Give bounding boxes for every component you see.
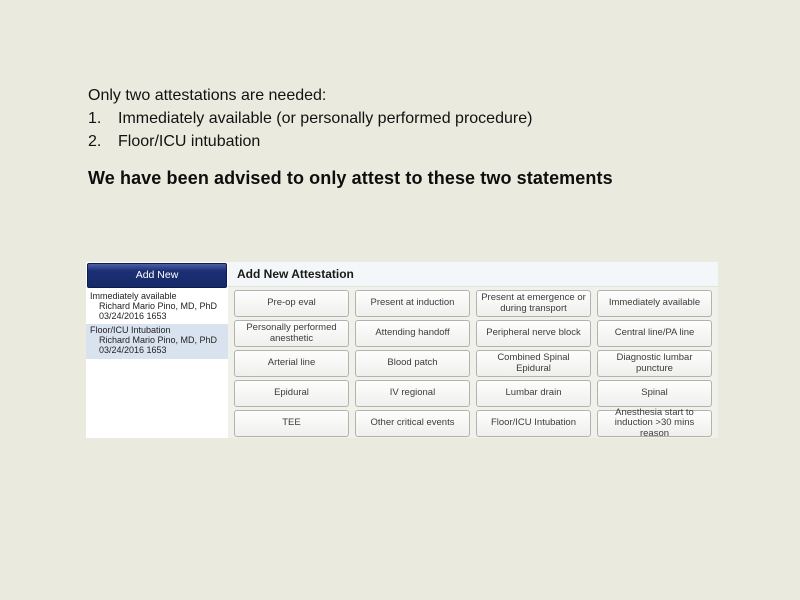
attestation-option-button[interactable]: Peripheral nerve block <box>476 320 591 347</box>
list-item-text: Immediately available (or personally per… <box>118 110 533 127</box>
list-item-text: Floor/ICU intubation <box>118 133 261 150</box>
attestation-option-button[interactable]: Epidural <box>234 380 349 407</box>
attestation-list-item[interactable]: Floor/ICU Intubation Richard Mario Pino, … <box>86 324 228 359</box>
intro-line: Only two attestations are needed: <box>88 87 327 104</box>
attestation-list-item[interactable]: Immediately available Richard Mario Pino,… <box>86 290 228 324</box>
attestation-option-button[interactable]: Immediately available <box>597 290 712 317</box>
attestation-title: Floor/ICU Intubation <box>90 325 171 336</box>
attestation-option-button[interactable]: Spinal <box>597 380 712 407</box>
attestation-option-button[interactable]: Central line/PA line <box>597 320 712 347</box>
attestation-option-button[interactable]: Diagnostic lumbar puncture <box>597 350 712 377</box>
list-item: 2. Floor/ICU intubation <box>88 130 728 153</box>
attestation-option-button[interactable]: Attending handoff <box>355 320 470 347</box>
attestation-option-button[interactable]: Blood patch <box>355 350 470 377</box>
attestation-sidebar: Add New Immediately available Richard Mar… <box>86 262 228 438</box>
attestation-option-button[interactable]: Pre-op eval <box>234 290 349 317</box>
attestation-option-button[interactable]: Present at induction <box>355 290 470 317</box>
numbered-list: 1. Immediately available (or personally … <box>88 107 728 153</box>
attestation-detail: Richard Mario Pino, MD, PhD <box>99 335 218 346</box>
attestation-option-button[interactable]: Floor/ICU Intubation <box>476 410 591 437</box>
attestation-detail: Richard Mario Pino, MD, PhD <box>99 300 218 311</box>
attestation-list: Immediately available Richard Mario Pino,… <box>86 290 228 438</box>
attestation-option-button[interactable]: Combined Spinal Epidural <box>476 350 591 377</box>
attestation-detail: 03/24/2016 1653 <box>99 310 167 321</box>
attestation-detail: 03/24/2016 1653 <box>99 344 167 355</box>
attestation-button-grid: Pre-op eval Present at induction Present a… <box>228 287 718 443</box>
attestation-option-button[interactable]: Arterial line <box>234 350 349 377</box>
attestation-option-button[interactable]: Lumbar drain <box>476 380 591 407</box>
attestation-option-button[interactable]: Anesthesia start to induction >30 mins r… <box>597 407 712 439</box>
add-new-attestation-panel: Add New Attestation Pre-op eval Present a… <box>228 262 718 439</box>
bold-statement: We have been advised to only attest to t… <box>88 168 613 188</box>
list-item-number: 2. <box>88 133 102 150</box>
attestation-option-button[interactable]: IV regional <box>355 380 470 407</box>
attestation-title: Immediately available <box>90 291 177 301</box>
panel-title: Add New Attestation <box>228 262 718 287</box>
attestation-option-button[interactable]: TEE <box>234 410 349 437</box>
attestation-option-button[interactable]: Other critical events <box>355 410 470 437</box>
add-new-button[interactable]: Add New <box>87 263 227 288</box>
attestation-option-button[interactable]: Personally performed anesthetic <box>234 320 349 347</box>
attestation-option-button[interactable]: Present at emergence or during transport <box>476 290 591 317</box>
slide-text-block: Only two attestations are needed: 1. Imm… <box>88 84 728 153</box>
list-item-number: 1. <box>88 110 102 127</box>
attestation-app-screenshot: Add New Immediately available Richard Mar… <box>86 262 718 439</box>
list-item: 1. Immediately available (or personally … <box>88 107 728 130</box>
